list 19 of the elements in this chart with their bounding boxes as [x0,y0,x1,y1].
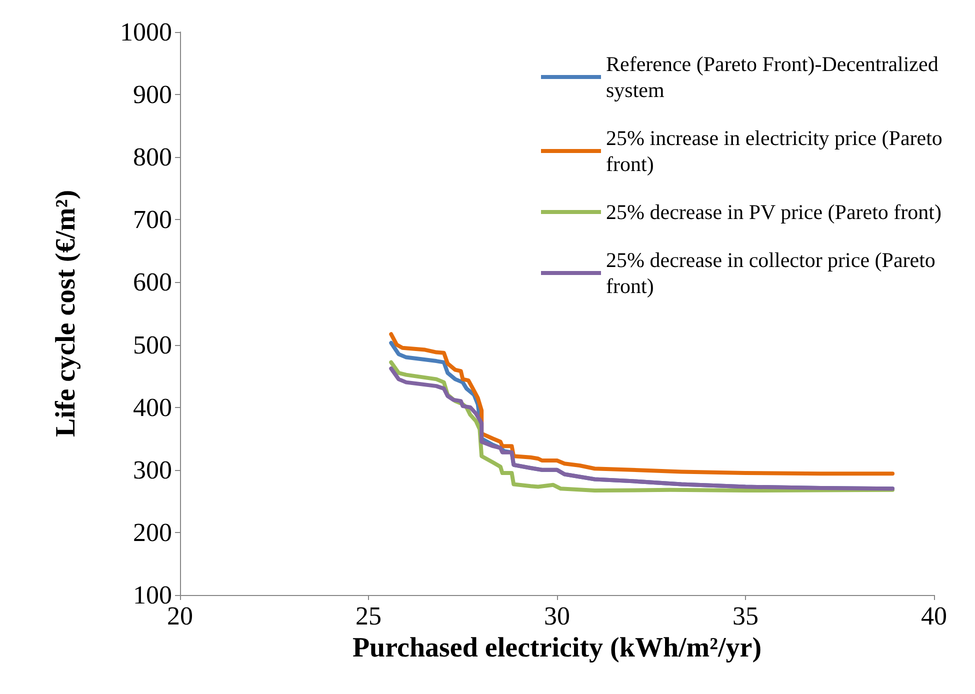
y-tick-label: 500 [133,330,172,360]
x-tick-label: 25 [356,602,382,630]
y-axis-title: Life cycle cost (€/m²) [50,190,82,438]
y-tick-label: 1000 [120,18,172,46]
x-axis-title: Purchased electricity (kWh/m²/yr) [352,632,762,664]
y-tick-label: 900 [133,80,172,110]
legend-label: Reference (Pareto Front)-Decentralized system [606,52,944,102]
y-tick-label: 200 [133,518,172,547]
y-tick-label: 700 [133,205,172,234]
legend-label: 25% decrease in PV price (Pareto front) [606,200,942,224]
x-tick-label: 35 [732,602,758,630]
y-tick-label: 300 [133,455,172,484]
legend-label: 25% decrease in collector price (Pareto front) [606,248,941,298]
legend-label: 25% increase in electricity price (Pareto front) [606,126,948,176]
x-tick-label: 40 [921,602,947,630]
y-tick-label: 600 [133,268,172,297]
x-tick-label: 30 [544,602,570,630]
y-tick-label: 800 [133,142,172,172]
y-tick-label: 400 [133,392,172,422]
